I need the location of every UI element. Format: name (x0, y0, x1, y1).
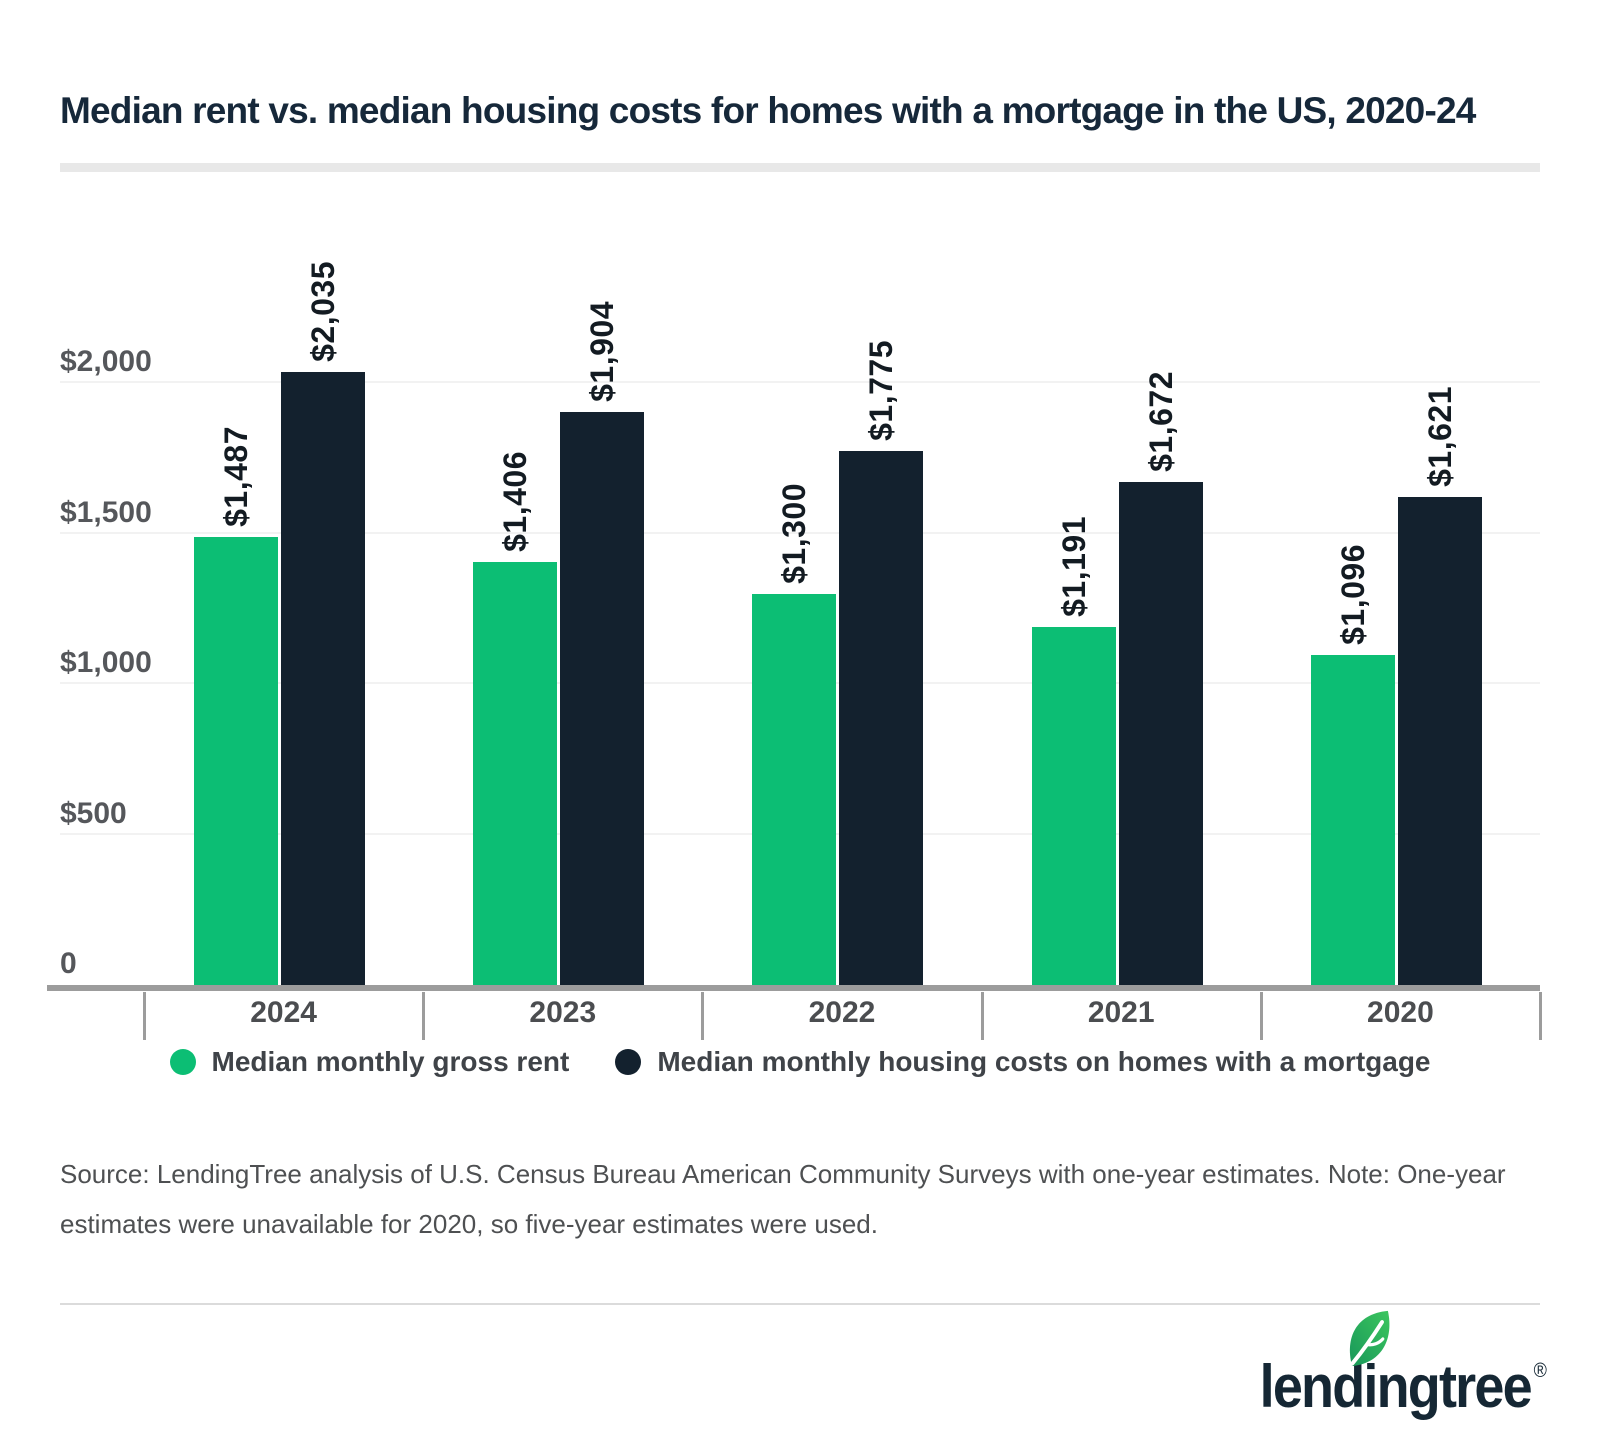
lendingtree-logo: lendingtree ® (1228, 1310, 1547, 1421)
legend-item-mortgage-costs: Median monthly housing costs on homes wi… (615, 1046, 1431, 1078)
bar-value-label-rent-2023: $1,406 (497, 451, 534, 552)
legend-label-mortgage-costs: Median monthly housing costs on homes wi… (657, 1046, 1431, 1077)
bar-mortgage-2024 (281, 372, 365, 985)
y-axis-label-2000: $2,000 (60, 345, 152, 378)
bar-value-label-mortgage-2024: $2,035 (305, 261, 341, 362)
x-axis-year-label-2021: 2021 (1087, 996, 1155, 1029)
bar-rent-2024 (194, 537, 278, 985)
x-axis-tick (980, 992, 984, 1040)
x-axis-tick (1539, 992, 1542, 1040)
bar-mortgage-2022 (839, 451, 924, 985)
legend-dot-gross-rent-icon (169, 1049, 196, 1075)
gridline-1500 (60, 531, 1540, 534)
y-axis-label-1500: $1,500 (60, 495, 152, 529)
x-axis-year-label-2024: 2024 (250, 996, 317, 1029)
y-axis-label-500: $500 (60, 796, 127, 830)
x-axis-year-label-2022: 2022 (808, 996, 876, 1029)
registered-trademark-symbol: ® (1533, 1360, 1547, 1382)
legend-label-gross-rent: Median monthly gross rent (211, 1046, 570, 1077)
bar-mortgage-2021 (1118, 482, 1203, 985)
footer-divider (60, 1303, 1540, 1305)
x-axis-tick (422, 992, 426, 1040)
bar-value-label-rent-2024: $1,487 (218, 426, 254, 527)
legend-item-gross-rent: Median monthly gross rent (169, 1046, 570, 1078)
x-axis-line (47, 985, 1540, 991)
bar-rent-2022 (752, 594, 837, 985)
bar-mortgage-2020 (1397, 497, 1482, 985)
lendingtree-wordmark: lendingtree (1259, 1353, 1532, 1420)
x-axis-tick (1259, 992, 1263, 1040)
source-note: Source: LendingTree analysis of U.S. Cen… (60, 1159, 1506, 1239)
x-axis-tick (701, 992, 705, 1040)
bar-value-label-mortgage-2020: $1,621 (1421, 386, 1458, 487)
bar-rent-2021 (1031, 627, 1116, 985)
bar-value-label-rent-2021: $1,191 (1055, 516, 1092, 617)
lendingtree-logo-inner: lendingtree ® (1259, 1310, 1547, 1421)
bar-mortgage-2023 (560, 412, 645, 985)
bar-rent-2023 (473, 562, 558, 985)
bar-rent-2020 (1310, 655, 1395, 985)
leaf-icon (1349, 1310, 1390, 1366)
x-axis-year-label-2020: 2020 (1367, 996, 1434, 1029)
y-axis-label-1000: $1,000 (60, 646, 152, 679)
gridline-2000 (60, 381, 1540, 383)
x-axis-year-label-2023: 2023 (529, 996, 597, 1029)
bar-value-label-rent-2022: $1,300 (776, 483, 813, 584)
y-axis-label-0: 0 (60, 947, 77, 980)
page-title: Median rent vs. median housing costs for… (60, 90, 1476, 131)
bar-value-label-mortgage-2021: $1,672 (1142, 371, 1179, 472)
bar-value-label-rent-2020: $1,096 (1334, 544, 1371, 645)
chart-legend: Median monthly gross rent Median monthly… (60, 1046, 1540, 1078)
title-divider (60, 163, 1540, 172)
x-axis-tick (143, 992, 146, 1040)
chart-plot-area: 0 $500 $1,000 $1,500 $2,000 $1,487 $2,035 2024 $… (47, 220, 1542, 1040)
bar-value-label-mortgage-2023: $1,904 (584, 301, 621, 402)
bar-value-label-mortgage-2022: $1,775 (863, 340, 900, 441)
legend-dot-mortgage-costs-icon (615, 1049, 642, 1075)
